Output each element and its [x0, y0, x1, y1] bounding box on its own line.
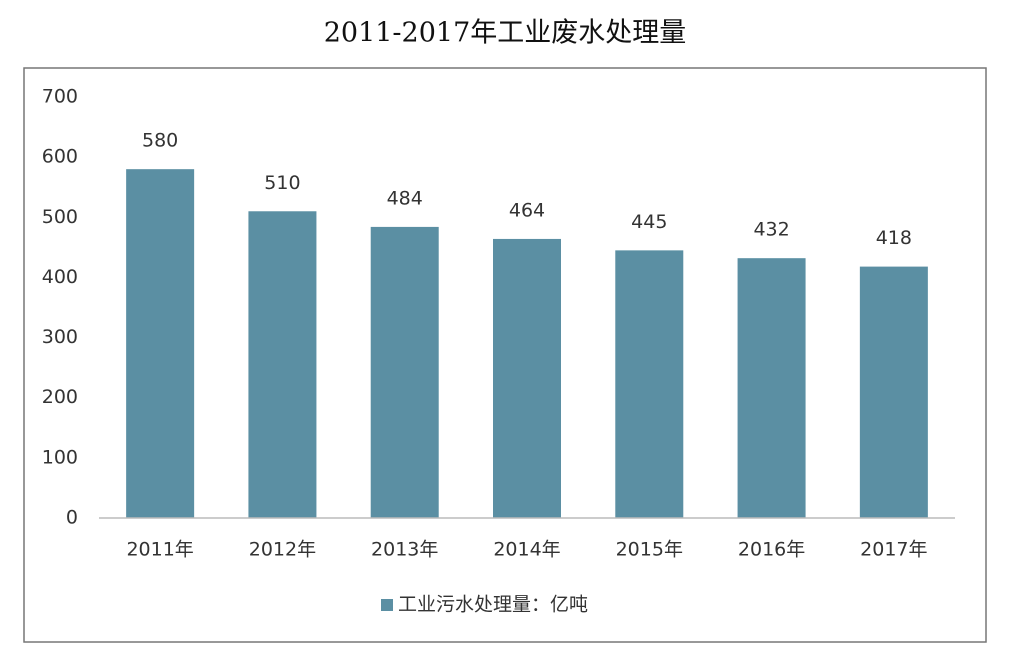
y-tick-label: 700: [42, 86, 78, 108]
data-label: 445: [631, 211, 667, 233]
x-tick-label: 2016年: [738, 539, 805, 561]
bar: [248, 211, 317, 518]
bar: [859, 266, 928, 518]
bar: [370, 226, 439, 518]
y-tick-label: 100: [42, 446, 78, 468]
x-tick-label: 2013年: [371, 539, 438, 561]
data-label: 510: [264, 172, 300, 194]
bar: [615, 250, 684, 518]
x-tick-label: 2014年: [493, 539, 560, 561]
y-tick-label: 400: [42, 266, 78, 288]
legend-swatch: [381, 599, 393, 611]
chart-title: 2011-2017年工业废水处理量: [324, 18, 687, 49]
x-tick-label: 2012年: [249, 539, 316, 561]
data-label: 418: [876, 227, 912, 249]
data-label: 432: [753, 219, 789, 241]
x-tick-label: 2011年: [126, 539, 193, 561]
x-tick-label: 2015年: [616, 539, 683, 561]
y-tick-label: 0: [66, 507, 78, 529]
x-tick-label: 2017年: [860, 539, 927, 561]
y-tick-label: 600: [42, 146, 78, 168]
y-tick-label: 300: [42, 326, 78, 348]
data-label: 580: [142, 130, 178, 152]
data-label: 464: [509, 199, 545, 221]
y-tick-label: 500: [42, 206, 78, 228]
legend-label: 工业污水处理量：亿吨: [398, 594, 588, 616]
data-label: 484: [387, 187, 423, 209]
bar: [493, 238, 561, 519]
bar: [737, 258, 806, 518]
bar: [126, 169, 195, 518]
y-tick-label: 200: [42, 386, 78, 408]
